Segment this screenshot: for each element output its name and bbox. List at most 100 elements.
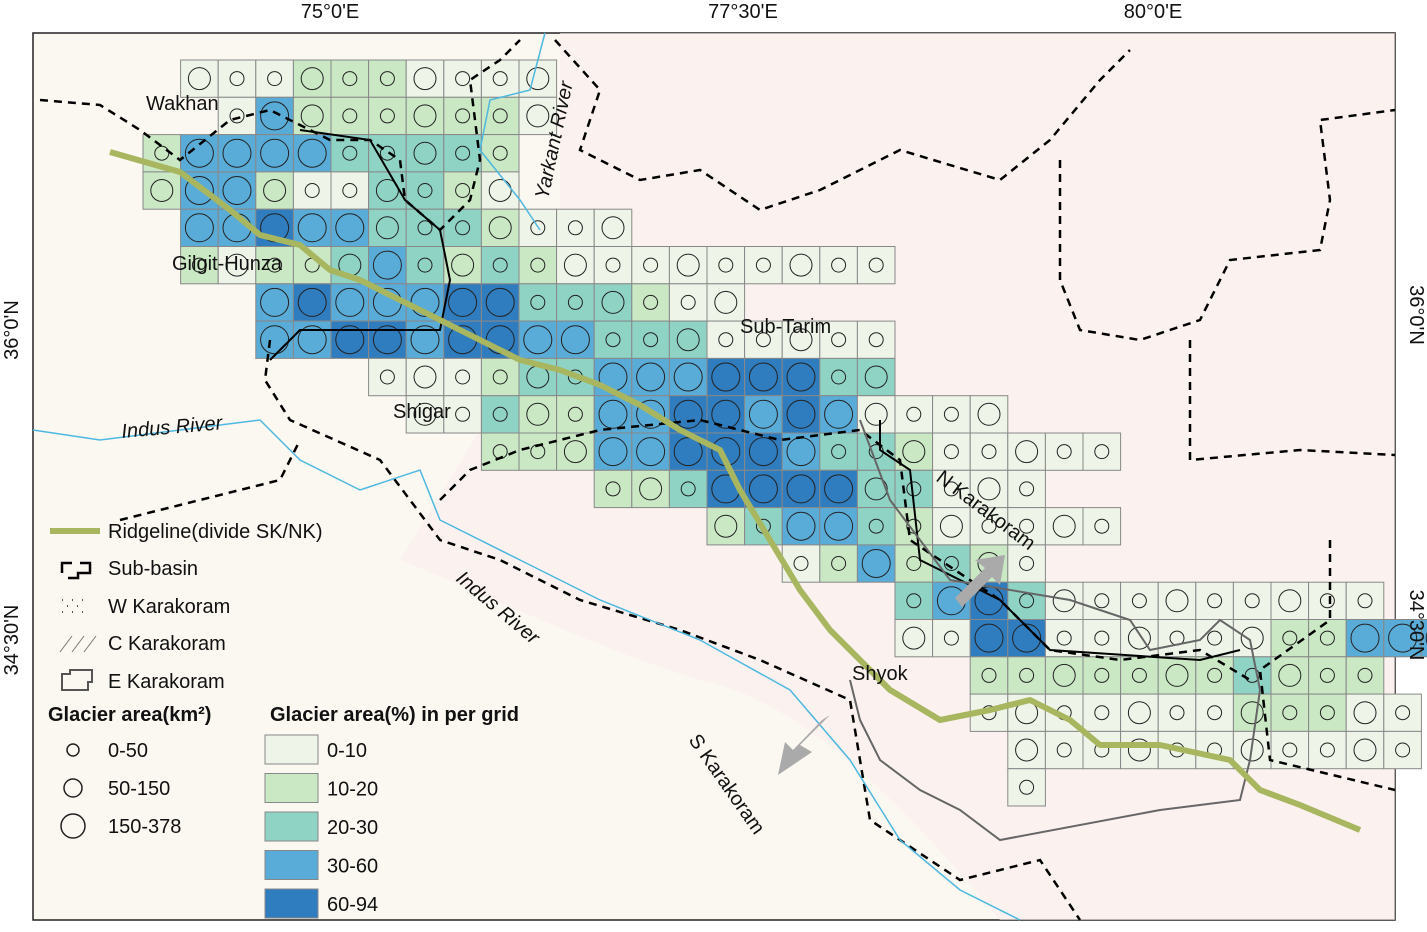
grid-cell bbox=[781, 357, 821, 397]
grid-cell bbox=[1308, 619, 1347, 658]
glacier-circle bbox=[342, 108, 358, 124]
grid-cell bbox=[330, 96, 370, 136]
grid-cell bbox=[781, 469, 821, 509]
glacier-circle bbox=[1131, 593, 1147, 609]
glacier-circle bbox=[1165, 589, 1189, 613]
glacier-circle bbox=[718, 332, 734, 348]
glacier-circle bbox=[222, 176, 252, 205]
grid-cell bbox=[518, 432, 558, 471]
e-karakoram-outline bbox=[849, 419, 1262, 842]
grid-cell bbox=[518, 395, 558, 434]
glacier-circle bbox=[263, 179, 287, 202]
glacier-circle bbox=[567, 220, 583, 236]
grid-cell bbox=[1120, 656, 1159, 695]
grid-cell bbox=[668, 283, 708, 322]
glacier-circle bbox=[748, 474, 778, 504]
glacier-circle bbox=[902, 440, 926, 464]
grid-cell bbox=[443, 59, 482, 98]
glacier-circle bbox=[526, 67, 550, 91]
grid-cell bbox=[1270, 656, 1310, 695]
grid-cell bbox=[668, 357, 708, 397]
grid-cell bbox=[706, 246, 746, 285]
grid-cell bbox=[255, 320, 294, 359]
glacier-circle bbox=[1319, 667, 1335, 683]
grid-cell bbox=[593, 432, 633, 471]
glacier-circle bbox=[793, 556, 809, 571]
sub-basin bbox=[1258, 540, 1396, 792]
glacier-circle bbox=[455, 108, 471, 124]
glacier-circle bbox=[563, 253, 587, 277]
glacier-circle bbox=[643, 332, 659, 348]
glacier-circle bbox=[1357, 667, 1373, 683]
glacier-circle bbox=[636, 399, 666, 429]
grid-cell bbox=[781, 246, 821, 285]
glacier-circle bbox=[488, 216, 512, 240]
glacier-circle bbox=[1319, 630, 1335, 646]
basin-label: Shigar bbox=[393, 401, 451, 423]
grid-cell bbox=[631, 469, 670, 509]
glacier-circle bbox=[413, 141, 437, 165]
glacier-circle bbox=[1244, 667, 1260, 683]
glacier-circle bbox=[636, 362, 666, 392]
glacier-circle bbox=[187, 67, 211, 91]
glacier-circle bbox=[676, 328, 700, 352]
glacier-circle bbox=[1019, 667, 1035, 683]
ridgeline bbox=[109, 149, 1362, 833]
glacier-circle bbox=[601, 290, 625, 314]
glacier-circle bbox=[601, 216, 625, 240]
glacier-circle bbox=[455, 220, 471, 236]
grid-cell bbox=[1007, 768, 1046, 807]
glacier-circle bbox=[748, 437, 778, 467]
glacier-circle bbox=[1353, 701, 1377, 725]
glacier-circle bbox=[711, 362, 741, 392]
glacier-circle bbox=[981, 667, 997, 683]
grid-cell bbox=[1044, 507, 1084, 546]
grid-cell bbox=[405, 395, 445, 434]
glacier-circle bbox=[1052, 514, 1076, 538]
grid-cell bbox=[255, 59, 294, 98]
glacier-circle bbox=[1019, 518, 1035, 534]
grid-cell bbox=[593, 208, 633, 247]
grid-cell bbox=[1044, 656, 1084, 695]
glacier-circle bbox=[1395, 742, 1411, 758]
glacier-circle bbox=[1015, 738, 1039, 762]
glacier-circle bbox=[335, 287, 365, 317]
glacier-circle bbox=[1012, 623, 1042, 653]
grid-cell bbox=[443, 357, 482, 397]
grid-cell bbox=[856, 246, 896, 285]
grid-cell bbox=[1345, 656, 1385, 695]
grid-cell bbox=[1270, 581, 1310, 621]
legend-label: C Karakoram bbox=[108, 633, 226, 655]
glacier-circle bbox=[1319, 593, 1335, 609]
glacier-circle bbox=[523, 325, 553, 355]
glacier-circle bbox=[831, 369, 847, 385]
legend-circle bbox=[63, 778, 83, 798]
grid-cell bbox=[180, 59, 219, 98]
glacier-circle bbox=[530, 294, 546, 310]
grid-cell bbox=[932, 469, 971, 509]
glacier-circle bbox=[455, 183, 471, 198]
legend-label: 0-10 bbox=[327, 740, 367, 762]
glacier-circle bbox=[560, 325, 590, 355]
glacier-circle bbox=[1019, 481, 1035, 497]
glacier-circle bbox=[455, 71, 471, 87]
glacier-circle bbox=[1015, 440, 1039, 464]
glacier-circle bbox=[1282, 705, 1298, 721]
grid-cell bbox=[180, 208, 219, 247]
glacier-circle bbox=[1240, 701, 1264, 725]
glacier-circle bbox=[417, 257, 433, 273]
grid-cell bbox=[932, 432, 971, 471]
grid-cell bbox=[819, 469, 858, 509]
glacier-circle bbox=[1319, 742, 1335, 758]
grid-cell bbox=[405, 208, 445, 247]
grid-cell bbox=[368, 246, 407, 285]
glacier-circle bbox=[1094, 593, 1110, 609]
grid-cell bbox=[1082, 507, 1122, 546]
grid-cell bbox=[856, 469, 896, 509]
glacier-circle bbox=[755, 257, 771, 273]
legend-symbol bbox=[61, 669, 93, 691]
glacier-circle bbox=[789, 253, 813, 277]
grid-cell bbox=[631, 357, 670, 397]
grid-cell bbox=[255, 171, 294, 210]
grid-cell bbox=[292, 283, 332, 322]
